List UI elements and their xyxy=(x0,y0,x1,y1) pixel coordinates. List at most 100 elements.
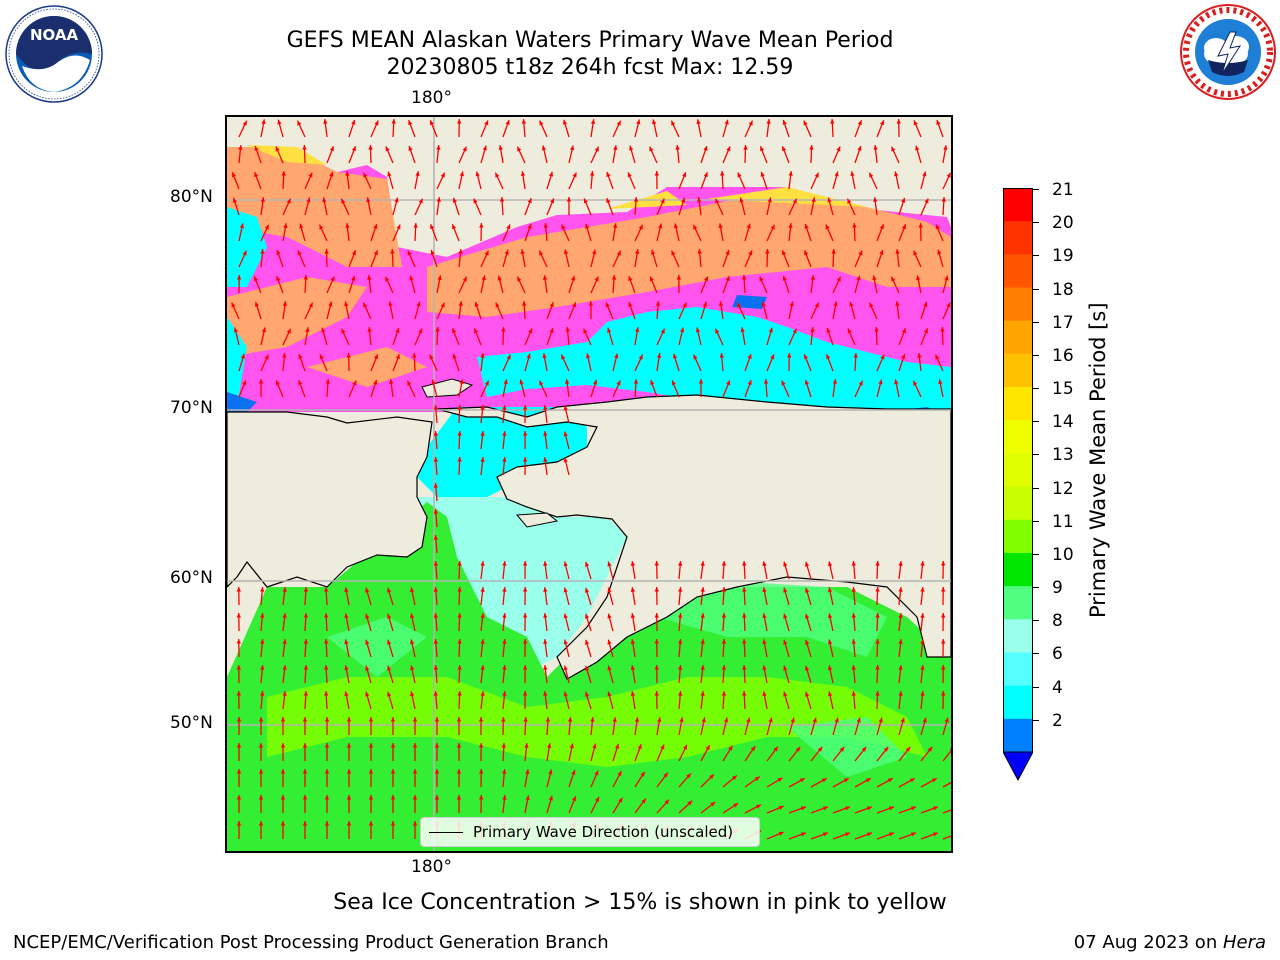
wave-arrow-head xyxy=(923,328,928,334)
wave-arrow-head xyxy=(503,379,508,385)
wave-arrow-head xyxy=(324,795,330,800)
wave-arrow-head xyxy=(721,691,727,696)
wave-arrow-head xyxy=(935,354,940,360)
lat-label-70: 70°N xyxy=(170,398,213,418)
wave-arrow-head xyxy=(673,223,679,229)
wave-arrow-head xyxy=(236,691,241,696)
wave-arrow xyxy=(942,835,951,840)
wave-arrow-head xyxy=(822,832,828,837)
colorbar-tick-label: 20 xyxy=(1052,213,1074,234)
wave-arrow-head xyxy=(548,171,554,177)
wave-arrow-head xyxy=(805,639,810,645)
wave-arrow-head xyxy=(878,717,883,723)
wave-arrow-head xyxy=(502,769,507,774)
wave-arrow-head xyxy=(299,223,304,229)
wave-arrow-head xyxy=(705,745,710,751)
wave-arrow-head xyxy=(817,746,823,752)
wave-arrow-head xyxy=(887,778,893,783)
wave-arrow-head xyxy=(260,613,265,618)
wave-arrow-head xyxy=(737,172,742,178)
wave-arrow-head xyxy=(434,717,440,722)
wave-arrow-head xyxy=(583,328,588,334)
wave-arrow-head xyxy=(895,249,900,254)
wave-arrow-head xyxy=(236,639,241,644)
wave-arrow-head xyxy=(898,587,903,592)
wave-arrow-head xyxy=(649,146,654,152)
sea-ice-note: Sea Ice Concentration > 15% is shown in … xyxy=(333,890,947,915)
wave-arrow-head xyxy=(328,301,333,307)
wave-arrow-head xyxy=(700,691,705,696)
wave-arrow-head xyxy=(805,613,810,619)
wave-arrow-head xyxy=(254,301,260,307)
wave-arrow-head xyxy=(770,354,775,360)
wave-arrow-head xyxy=(836,146,841,152)
wave-arrow-head xyxy=(612,717,617,722)
wave-arrow-head xyxy=(418,328,423,334)
wave-arrow-head xyxy=(501,327,506,332)
wave-arrow-head xyxy=(571,769,576,775)
wave-arrow-head xyxy=(548,795,553,801)
colorbar-tick-mark xyxy=(1033,421,1039,423)
wave-arrow-head xyxy=(329,146,334,152)
wave-arrow-head xyxy=(522,431,528,436)
wave-arrow-head xyxy=(944,717,949,723)
wave-arrow-head xyxy=(232,197,237,203)
wave-arrow xyxy=(942,781,951,788)
colorbar-tick-label: 17 xyxy=(1052,312,1074,333)
colorbar-swatch xyxy=(1003,453,1033,488)
wave-arrow-head xyxy=(456,717,462,722)
wave-arrow-head xyxy=(303,613,309,618)
wave-arrow-head xyxy=(346,795,352,800)
wave-arrow-head xyxy=(407,250,412,256)
wave-arrow-head xyxy=(827,665,833,671)
wave-arrow-head xyxy=(901,224,906,230)
wave-arrow-head xyxy=(927,746,933,752)
wave-arrow-head xyxy=(783,639,788,645)
wave-arrow-head xyxy=(480,665,485,670)
wave-arrow-head xyxy=(431,379,436,385)
wave-arrow-head xyxy=(901,197,906,203)
colorbar-tick-label: 6 xyxy=(1052,644,1063,665)
wave-arrow-head xyxy=(522,405,528,410)
wave-arrow-head xyxy=(440,302,445,308)
wave-arrow-head xyxy=(898,639,903,644)
wave-arrow-head xyxy=(346,769,352,774)
wave-arrow-head xyxy=(676,275,682,280)
colorbar-swatch xyxy=(1003,519,1033,554)
colorbar-tick-label: 18 xyxy=(1052,279,1074,300)
wave-arrow-head xyxy=(390,821,396,826)
wave-arrow-head xyxy=(678,613,683,618)
wave-arrow-head xyxy=(936,120,941,126)
wave-arrow-head xyxy=(856,275,861,281)
wave-arrow-head xyxy=(565,327,570,332)
wave-arrow-head xyxy=(941,197,946,202)
wave-arrow-head xyxy=(718,301,724,306)
wave-arrow-head xyxy=(387,665,392,671)
wave-arrow-head xyxy=(258,795,264,800)
wave-arrow-head xyxy=(413,223,418,228)
wave-arrow-head xyxy=(946,172,951,178)
wave-arrow-head xyxy=(543,457,548,462)
wave-arrow-head xyxy=(408,120,413,126)
wave-arrow-head xyxy=(750,746,756,752)
wave-arrow-head xyxy=(479,769,484,774)
wave-arrow-head xyxy=(652,119,657,125)
wave-arrow-head xyxy=(395,327,400,333)
wave-arrow-head xyxy=(852,223,857,228)
wave-arrow-head xyxy=(826,354,831,360)
wave-arrow-head xyxy=(416,301,421,307)
wave-arrow-head xyxy=(633,197,639,202)
wave-arrow-head xyxy=(913,120,918,126)
wave-arrow-head xyxy=(415,171,420,177)
wave-arrow-head xyxy=(872,275,877,281)
wave-arrow-head xyxy=(539,120,544,126)
wave-arrow-head xyxy=(920,639,925,644)
wave-arrow-head xyxy=(572,172,577,178)
legend-label: Primary Wave Direction (unscaled) xyxy=(473,823,734,841)
wave-arrow-head xyxy=(236,821,242,826)
wave-arrow-head xyxy=(920,665,925,670)
wave-arrow-head xyxy=(790,717,795,723)
wave-arrow-head xyxy=(704,276,709,282)
wave-arrow-head xyxy=(527,198,532,204)
wave-arrow-head xyxy=(918,223,923,228)
